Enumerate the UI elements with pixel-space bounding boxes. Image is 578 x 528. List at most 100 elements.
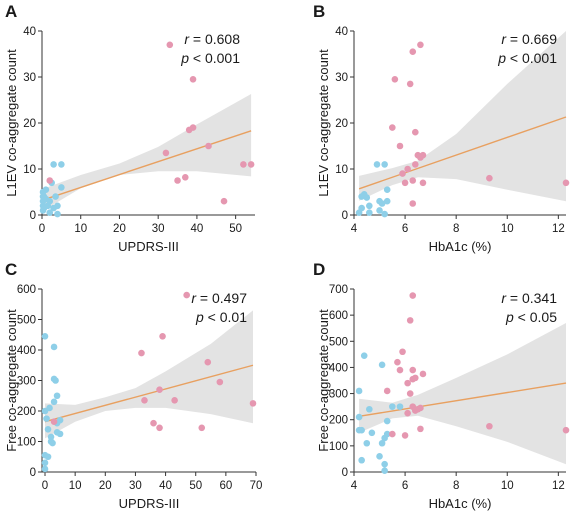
scatter-point-blue xyxy=(376,207,383,214)
scatter-point-pink xyxy=(409,48,417,55)
y-tick-label: 600 xyxy=(329,310,348,322)
scatter-point-pink xyxy=(399,348,406,356)
scatter-point-pink xyxy=(406,317,414,324)
y-tick-label: 10 xyxy=(23,164,36,176)
scatter-point-pink xyxy=(404,379,411,387)
scatter-point-pink xyxy=(220,197,228,205)
scatter-point-pink xyxy=(46,177,54,184)
confidence-band xyxy=(359,323,566,465)
x-tick-label: 6 xyxy=(402,223,408,235)
r-symbol: r xyxy=(501,31,507,47)
scatter-point-blue xyxy=(381,467,388,474)
scatter-point-blue xyxy=(46,197,54,205)
scatter-point-blue xyxy=(360,352,368,359)
scatter-point-blue xyxy=(383,186,391,193)
scatter-point-pink xyxy=(166,41,174,49)
p-value: p < 0.05 xyxy=(505,309,557,325)
y-tick-label: 500 xyxy=(17,315,36,327)
scatter-point-blue xyxy=(44,453,52,461)
scatter-point-blue xyxy=(378,200,386,207)
y-axis-label: L1EV co-aggregate count xyxy=(316,49,331,197)
scatter-point-blue xyxy=(46,209,54,216)
panel-a: A 0 10 20 30 40 0 10 20 30 40 50 UPDRS-III L1EV co-ag… xyxy=(4,2,255,254)
x-axis-label: UPDRS-III xyxy=(119,496,180,511)
scatter-point-blue xyxy=(44,426,52,433)
x-tick-label: 10 xyxy=(74,223,87,235)
scatter-point-pink xyxy=(406,80,414,88)
scatter-point-blue xyxy=(58,184,65,191)
p-symbol: p xyxy=(195,309,204,325)
y-tick-label: 30 xyxy=(23,72,36,84)
scatter-point-pink xyxy=(417,41,424,49)
scatter-point-blue xyxy=(376,453,383,460)
scatter-point-pink xyxy=(401,432,409,439)
scatter-point-pink xyxy=(174,177,181,184)
y-tick-label: 10 xyxy=(335,164,348,176)
scatter-point-pink xyxy=(412,374,419,382)
scatter-point-pink xyxy=(412,161,419,168)
scatter-point-blue xyxy=(366,405,373,413)
scatter-point-pink xyxy=(396,142,404,150)
panel-b: B 0 10 20 30 40 4 6 8 10 12 HbA1c (%) L1EV co-aggreg… xyxy=(313,2,570,254)
panel-letter-d: D xyxy=(313,260,325,279)
r-value: = 0.497 xyxy=(196,290,247,306)
scatter-point-pink xyxy=(240,161,247,168)
scatter-point-pink xyxy=(389,124,396,131)
scatter-point-blue xyxy=(381,460,388,468)
p-value-text: < 0.05 xyxy=(514,309,557,325)
correlation-r: r = 0.608 xyxy=(184,31,240,47)
scatter-point-blue xyxy=(355,413,363,421)
scatter-point-blue xyxy=(383,417,391,425)
x-axis-label: HbA1c (%) xyxy=(429,239,492,254)
scatter-point-blue xyxy=(363,194,371,201)
x-tick-label: 60 xyxy=(219,480,232,492)
scatter-point-blue xyxy=(358,204,365,212)
correlation-r: r = 0.341 xyxy=(501,290,557,306)
scatter-point-pink xyxy=(419,151,427,159)
p-value-text: < 0.001 xyxy=(189,50,240,66)
y-axis-label: Free co-aggregate count xyxy=(4,309,19,452)
scatter-point-pink xyxy=(417,425,424,433)
y-axis-label: L1EV co-aggregate count xyxy=(4,49,19,197)
x-tick-label: 0 xyxy=(39,223,45,235)
scatter-point-pink xyxy=(389,430,396,438)
scatter-point-pink xyxy=(404,165,411,173)
scatter-point-pink xyxy=(409,200,417,207)
y-tick-label: 400 xyxy=(17,345,36,357)
x-tick-label: 20 xyxy=(113,223,126,235)
scatter-point-blue xyxy=(381,161,388,168)
scatter-point-blue xyxy=(53,392,61,400)
scatter-point-blue xyxy=(56,416,64,424)
scatter-point-blue xyxy=(358,456,365,464)
scatter-point-pink xyxy=(406,390,414,397)
scatter-point-pink xyxy=(562,426,570,434)
correlation-r: r = 0.669 xyxy=(501,31,557,47)
x-tick-label: 70 xyxy=(250,480,263,492)
panel-c: C 0 100 200 300 400 500 600 0 10 20 30 40 50 60 70 UPDRS… xyxy=(4,260,262,511)
scatter-point-pink xyxy=(486,174,493,182)
regression-line xyxy=(358,382,567,418)
scatter-point-blue xyxy=(355,387,363,395)
scatter-point-pink xyxy=(401,179,409,187)
x-tick-label: 6 xyxy=(402,480,408,492)
scatter-point-pink xyxy=(412,128,419,136)
y-tick-label: 20 xyxy=(23,118,36,130)
p-symbol: p xyxy=(497,50,506,66)
scatter-point-pink xyxy=(189,76,197,83)
scatter-point-blue xyxy=(366,209,373,216)
x-tick-label: 50 xyxy=(229,223,242,235)
scatter-point-blue xyxy=(52,377,59,384)
scatter-point-pink xyxy=(399,170,406,177)
scatter-point-pink xyxy=(189,124,197,131)
panel-letter-b: B xyxy=(313,2,325,21)
x-tick-label: 40 xyxy=(191,223,204,235)
y-tick-label: 20 xyxy=(335,118,348,130)
panel-d: D 0 100 200 300 400 500 600 700 4 6 8 10 12 HbA1c (%) F… xyxy=(313,260,570,511)
scatter-point-pink xyxy=(150,419,157,427)
scatter-point-pink xyxy=(562,179,570,187)
x-tick-label: 10 xyxy=(501,480,514,492)
y-tick-label: 0 xyxy=(30,210,36,222)
y-tick-label: 300 xyxy=(17,376,36,388)
scatter-point-blue xyxy=(46,404,53,412)
scatter-point-blue xyxy=(363,439,371,447)
